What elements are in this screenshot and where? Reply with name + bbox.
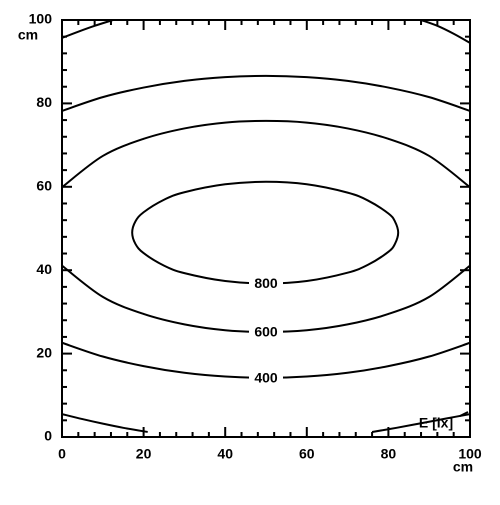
contour-line: [420, 20, 470, 44]
contour-label-bg: [249, 368, 283, 387]
x-tick-label: 0: [58, 446, 66, 462]
x-tick-label: 100: [458, 446, 482, 462]
contour-label-bg: [249, 274, 283, 293]
contour-line: [62, 74, 470, 112]
y-tick-label: 80: [36, 94, 52, 110]
contour-label-bg: [249, 322, 283, 341]
contour-label: 800: [254, 275, 278, 291]
contour-line: [62, 413, 148, 433]
y-tick-label: 100: [29, 11, 53, 27]
x-axis-label: cm: [453, 459, 473, 475]
contour-line: [131, 180, 400, 285]
y-tick-label: 40: [36, 261, 52, 277]
y-tick-label: 60: [36, 178, 52, 194]
contour-line: [62, 20, 114, 39]
contour-label: 600: [254, 324, 278, 340]
annotation-dash: [459, 411, 469, 417]
x-tick-label: 60: [299, 446, 315, 462]
y-axis-label: cm: [18, 27, 38, 43]
x-tick-label: 40: [217, 446, 233, 462]
y-tick-label: 20: [36, 344, 52, 360]
contour-line: [62, 119, 470, 189]
plot-frame: [61, 19, 471, 438]
x-tick-label: 20: [136, 446, 152, 462]
contour-line: [371, 413, 470, 433]
contour-label: 400: [254, 369, 278, 385]
x-tick-label: 80: [381, 446, 397, 462]
y-tick-label: 0: [44, 428, 52, 444]
